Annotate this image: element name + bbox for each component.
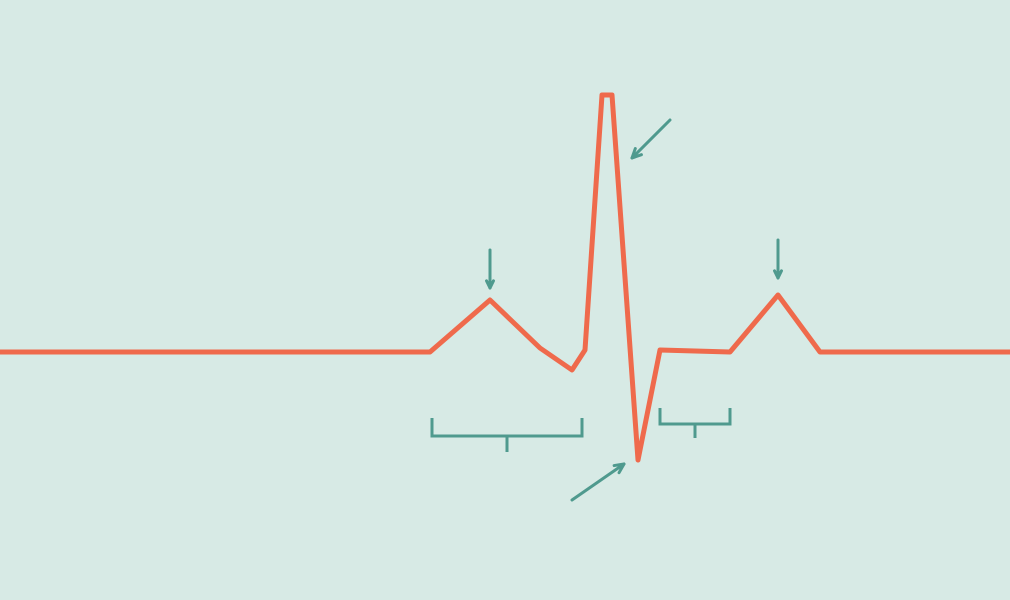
background [0,0,1010,600]
ecg-diagram [0,0,1010,600]
